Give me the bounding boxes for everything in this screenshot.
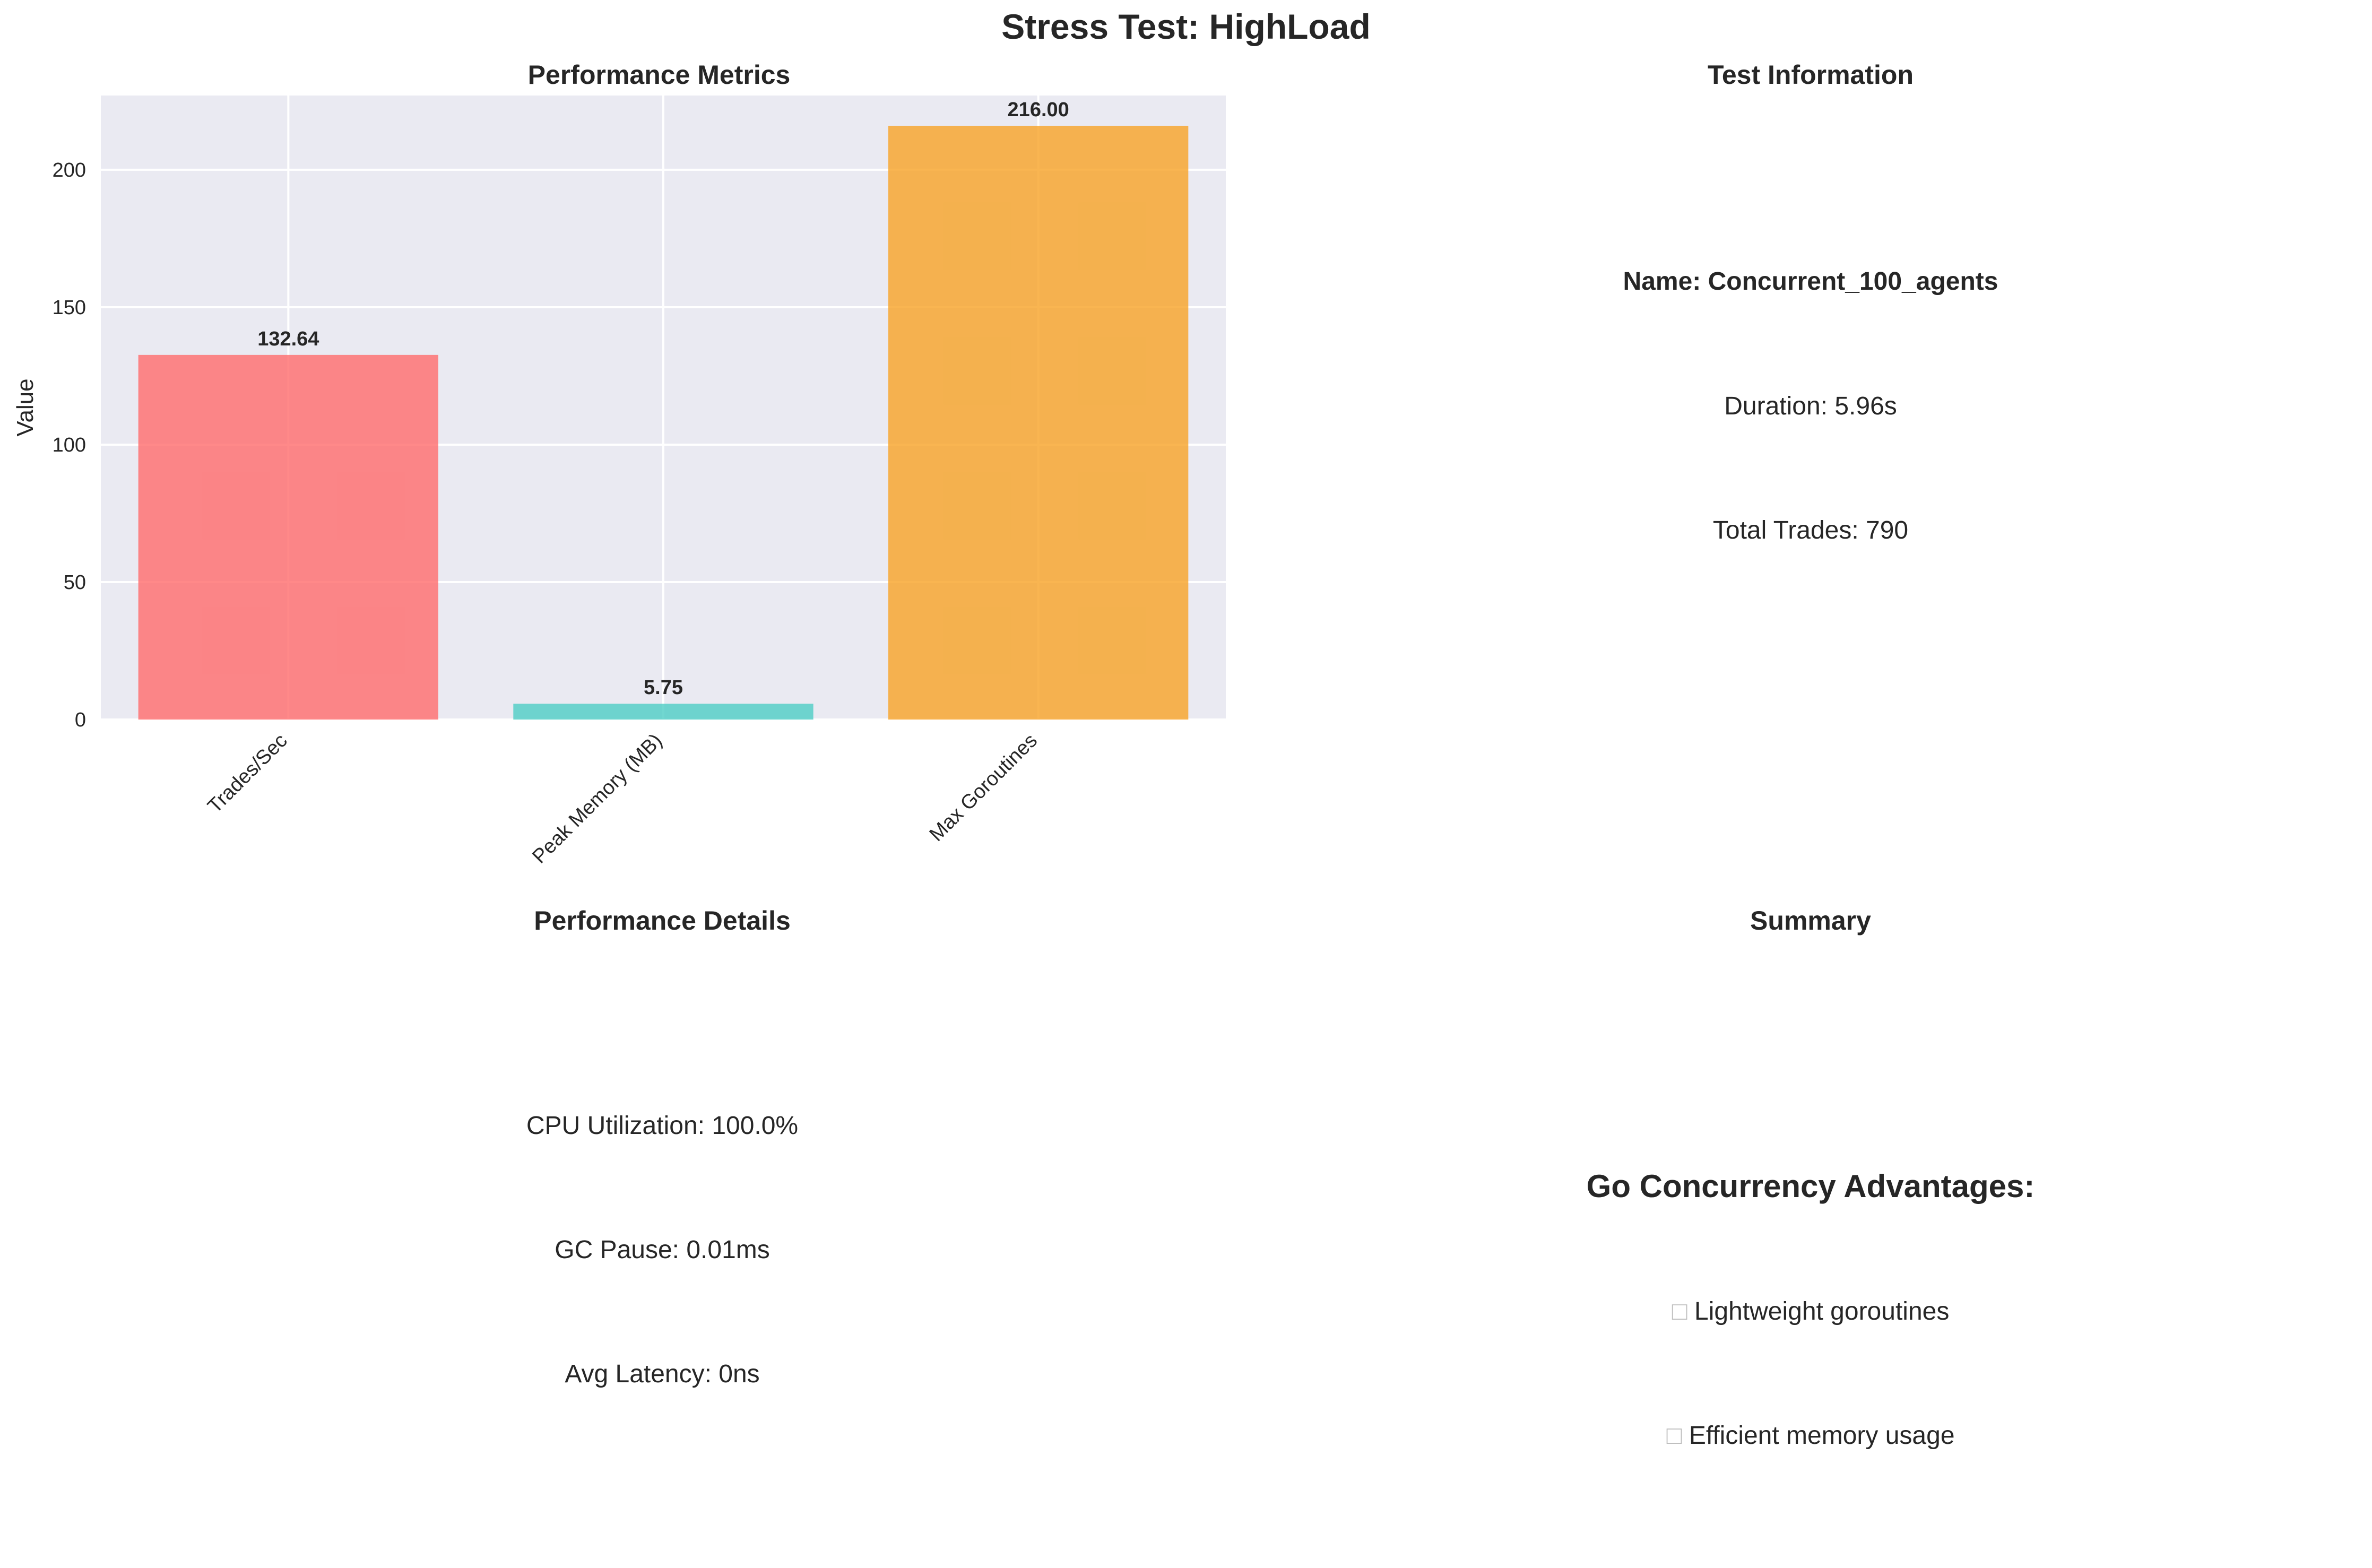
x-tick-label: Trades/Sec: [204, 730, 292, 818]
summary-heading: Go Concurrency Advantages:: [1586, 1168, 2035, 1204]
bar-value-label: 132.64: [257, 328, 319, 350]
y-tick-label: 150: [53, 297, 86, 319]
summary-item-text: Lightweight goroutines: [1694, 1297, 1950, 1326]
details-gc-pause: GC Pause: 0.01ms: [555, 1236, 770, 1264]
panel-title-info: Test Information: [1708, 60, 1914, 90]
suptitle: Stress Test: HighLoad: [1001, 7, 1371, 46]
y-tick-label: 100: [53, 434, 86, 456]
details-cpu: CPU Utilization: 100.0%: [526, 1112, 799, 1140]
y-tick-label: 0: [75, 709, 86, 731]
details-avg-latency: Avg Latency: 0ns: [565, 1360, 760, 1388]
y-tick-label: 200: [53, 159, 86, 181]
panel-title-summary: Summary: [1750, 906, 1871, 935]
bar-value-label: 5.75: [644, 677, 683, 699]
summary-item: □ Efficient memory usage: [1666, 1421, 1954, 1450]
bar-value-label: 216.00: [1008, 99, 1069, 121]
x-tick-label: Peak Memory (MB): [528, 730, 666, 868]
info-duration: Duration: 5.96s: [1724, 392, 1897, 420]
info-name: Name: Concurrent_100_agents: [1623, 267, 1998, 296]
bar: [888, 125, 1189, 720]
panel-title-metrics: Performance Metrics: [527, 60, 791, 90]
bullet-icon: □: [1672, 1297, 1687, 1326]
y-tick-label: 50: [64, 571, 86, 594]
x-tick-label: Max Goroutines: [925, 730, 1042, 846]
panel-title-details: Performance Details: [534, 906, 791, 935]
summary-item: □ Lightweight goroutines: [1672, 1297, 1950, 1326]
info-total-trades: Total Trades: 790: [1712, 516, 1909, 544]
bar: [513, 704, 813, 720]
bullet-icon: □: [1666, 1422, 1682, 1450]
y-axis-label: Value: [12, 378, 38, 436]
summary-item-text: Efficient memory usage: [1689, 1422, 1955, 1450]
bar: [138, 354, 439, 720]
